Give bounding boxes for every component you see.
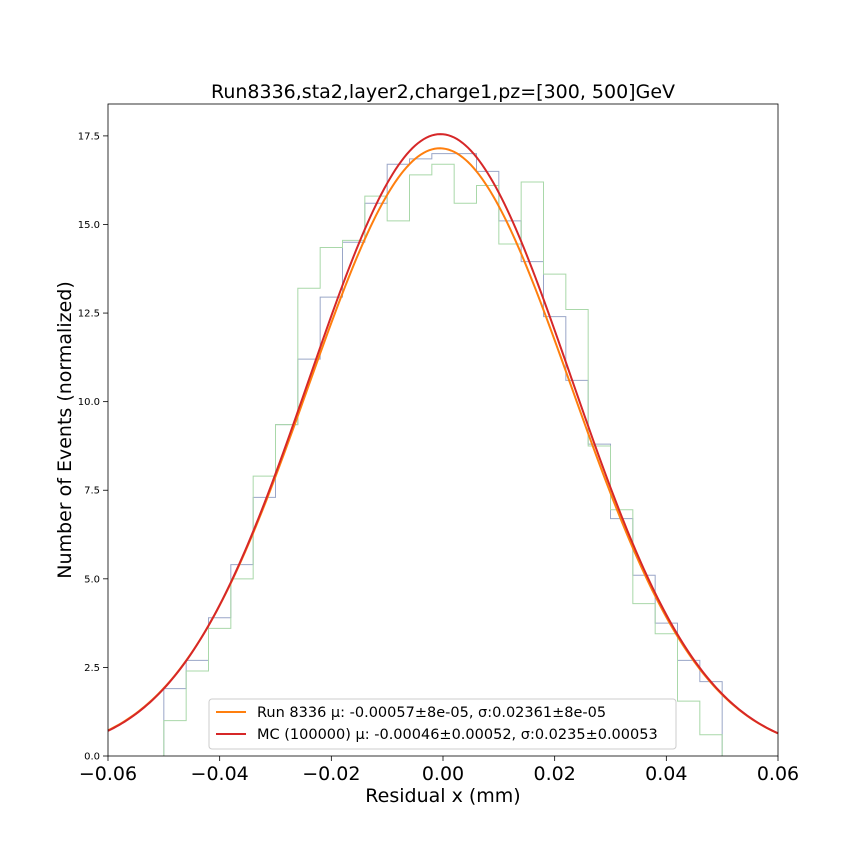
y-tick-label: 15.0 [78, 220, 100, 231]
y-tick-label: 17.5 [78, 131, 100, 142]
legend: Run 8336 μ: -0.00057±8e-05, σ:0.02361±8e… [208, 698, 677, 750]
x-tick-label: −0.04 [191, 763, 249, 785]
y-tick-label: 10.0 [78, 397, 100, 408]
x-tick-label: 0.02 [534, 763, 576, 785]
fit-curves [107, 133, 779, 735]
legend-label-mc: MC (100000) μ: -0.00046±0.00052, σ:0.023… [257, 727, 658, 743]
y-axis-label: Number of Events (normalized) [54, 281, 76, 579]
y-tick-label: 0.0 [84, 752, 100, 763]
chart-title: Run8336,sta2,layer2,charge1,pz=[300, 500… [211, 81, 675, 103]
y-tick-label: 12.5 [78, 309, 100, 320]
x-tick-label: 0.06 [757, 763, 799, 785]
legend-label-run: Run 8336 μ: -0.00057±8e-05, σ:0.02361±8e… [257, 705, 606, 721]
y-axis: 0.0 2.5 5.0 7.5 10.0 12.5 15.0 17.5 [78, 131, 108, 763]
x-tick-label: 0.00 [422, 763, 464, 785]
x-tick-label: −0.02 [302, 763, 360, 785]
y-tick-label: 2.5 [84, 663, 100, 674]
x-tick-label: −0.06 [79, 763, 137, 785]
x-tick-label: 0.04 [645, 763, 687, 785]
histogram-0 [163, 153, 723, 756]
histograms [163, 153, 723, 756]
legend-box [208, 698, 677, 750]
y-tick-label: 5.0 [84, 574, 100, 585]
histogram-1 [163, 163, 723, 756]
y-tick-label: 7.5 [84, 486, 100, 497]
fit-curve-1 [107, 133, 779, 735]
x-axis: −0.06 −0.04 −0.02 0.00 0.02 0.04 0.06 [79, 756, 799, 785]
x-axis-label: Residual x (mm) [365, 785, 520, 807]
